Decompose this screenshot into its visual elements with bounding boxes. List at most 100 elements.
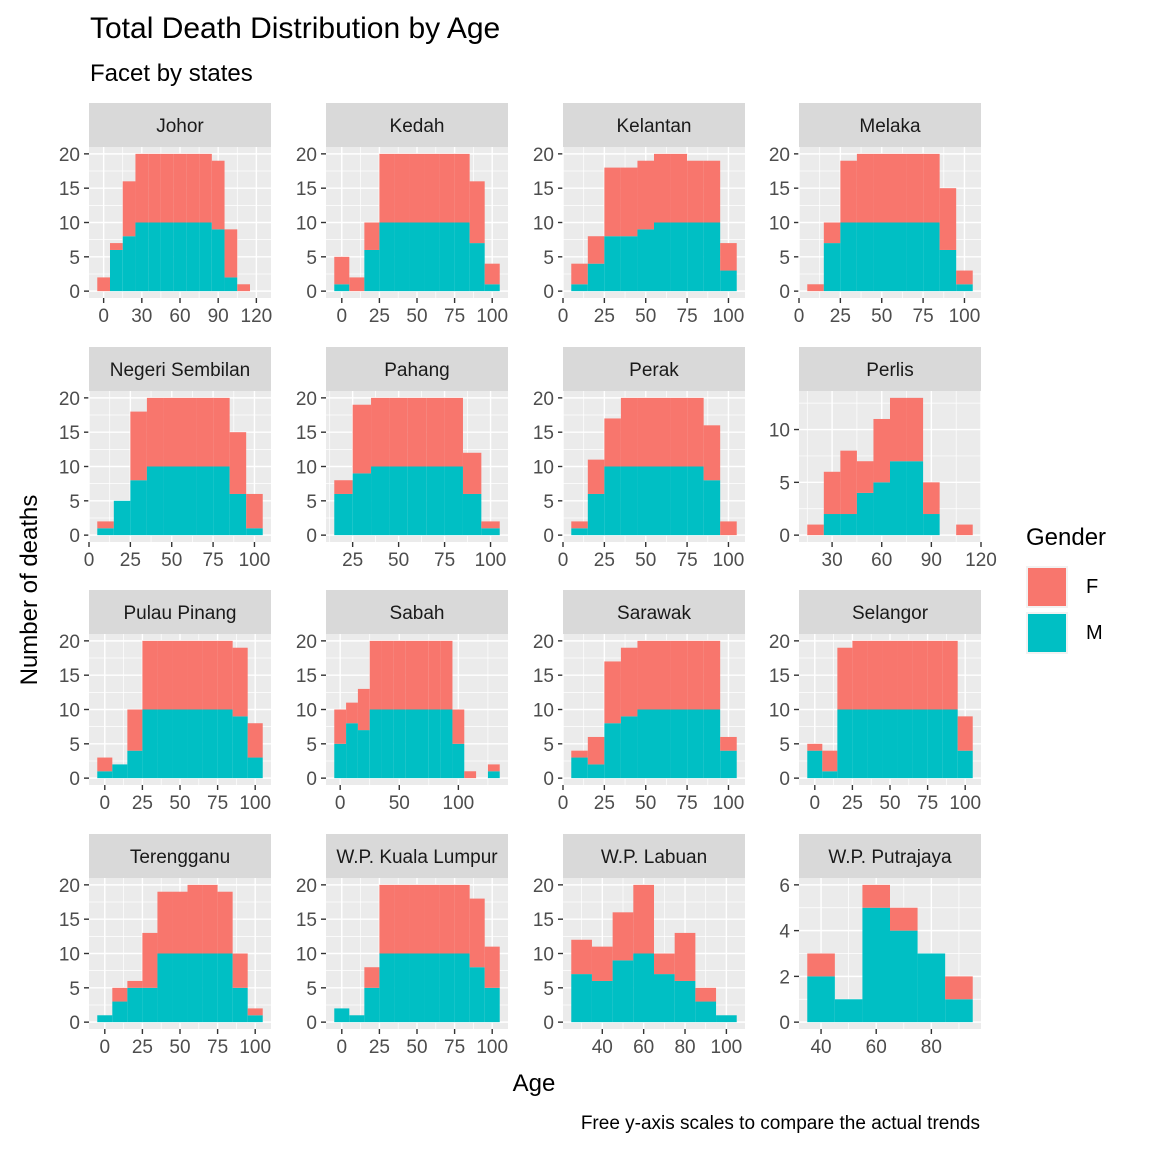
y-tick-label: 20 [533,389,554,410]
bar-f [371,397,390,467]
bar-f [687,640,704,710]
x-tick-label: 80 [674,1037,695,1058]
y-tick-label: 10 [769,214,790,235]
bar-f [670,397,688,467]
bar-m [229,493,247,536]
bar-m [637,229,654,292]
bar-f [389,397,408,467]
facet-strip [89,834,271,878]
y-tick-label: 15 [533,666,554,687]
chart-caption: Free y-axis scales to compare the actual… [580,1113,980,1134]
y-tick-label: 20 [533,632,554,653]
bar-f [364,967,380,988]
bar-m [484,284,500,292]
bar-m [840,222,857,292]
legend-item-m: M [1026,610,1106,656]
facet-w-p-kuala-lumpur: W.P. Kuala Lumpur 0 5 10 15 20 0 25 50 75 100 [296,834,508,1058]
bar-m [428,709,441,779]
y-tick-label: 10 [296,458,317,479]
bar-m [122,236,136,292]
bar-f [587,736,605,765]
bar-m [703,222,721,292]
bar-f [424,884,440,954]
x-tick-label: 50 [169,793,190,814]
bar-m [157,953,173,1023]
bar-f [945,976,973,1000]
bar-f [912,640,928,710]
legend-item-f: F [1026,564,1106,610]
x-tick-label: 30 [822,550,843,571]
bar-m [146,466,164,536]
x-tick-label: 80 [921,1037,942,1058]
bar-f [687,397,704,467]
bar-f [122,181,136,237]
bar-f [452,709,465,744]
bar-m [130,480,147,536]
y-tick-label: 5 [543,248,554,269]
bar-m [873,482,890,536]
bar-m [439,222,455,292]
x-tick-label: 75 [207,1037,228,1058]
bar-f [172,891,188,954]
facet-selangor: Selangor 0 5 10 15 20 0 25 50 75 100 [769,590,981,814]
facet-strip-label: Sabah [390,603,445,624]
bar-m [687,709,704,779]
bar-m [379,222,395,292]
bar-f [840,450,857,515]
bar-m [897,709,913,779]
bar-m [444,466,463,536]
x-tick-label: 25 [594,793,615,814]
bar-m [142,987,158,1023]
bar-f [187,640,203,710]
bar-m [956,284,973,292]
bar-m [720,270,737,292]
bar-f [620,397,638,467]
x-tick-label: 100 [711,1037,743,1058]
bar-f [444,397,463,467]
bar-m [633,953,654,1023]
bar-m [97,771,113,779]
x-tick-label: 0 [810,793,821,814]
x-tick-label: 100 [475,550,507,571]
bar-m [334,743,347,779]
y-tick-label: 0 [779,526,790,547]
bar-m [462,493,482,536]
facet-pulau-pinang: Pulau Pinang 0 5 10 15 20 0 25 50 75 100 [59,590,271,814]
bar-m [187,709,203,779]
x-tick-label: 50 [879,793,900,814]
bar-f [440,640,453,710]
y-tick-label: 10 [59,214,80,235]
bar-m [716,1015,737,1023]
facet-strip-label: Terengganu [130,847,230,868]
bar-f [217,891,233,954]
chart-subtitle: Facet by states [90,60,253,87]
bar-f [346,702,358,724]
x-tick-label: 60 [871,550,892,571]
x-tick-label: 0 [794,306,805,327]
x-tick-label: 40 [592,1037,613,1058]
facet-strip [563,347,745,391]
bar-f [571,263,588,285]
bar-f [213,397,230,467]
bar-f [807,524,824,536]
bar-f [840,160,857,223]
facet-pahang: Pahang 0 5 10 15 20 25 50 75 100 [296,347,508,571]
bar-m [484,987,500,1023]
bar-f [199,153,212,223]
bar-f [163,397,180,467]
bar-f [424,153,440,223]
legend-title: Gender [1026,524,1107,551]
y-tick-label: 0 [543,526,554,547]
bar-f [882,640,898,710]
facet-strip-label: Pulau Pinang [123,603,236,624]
y-tick-label: 10 [769,701,790,722]
legend-swatch-f [1026,566,1068,608]
bar-m [409,222,425,292]
bar-m [112,1001,128,1023]
bar-m [246,528,263,536]
x-tick-label: 50 [635,793,656,814]
bar-m [923,514,940,536]
bar-f [127,980,143,988]
bar-f [670,153,688,223]
bar-m [127,750,143,779]
